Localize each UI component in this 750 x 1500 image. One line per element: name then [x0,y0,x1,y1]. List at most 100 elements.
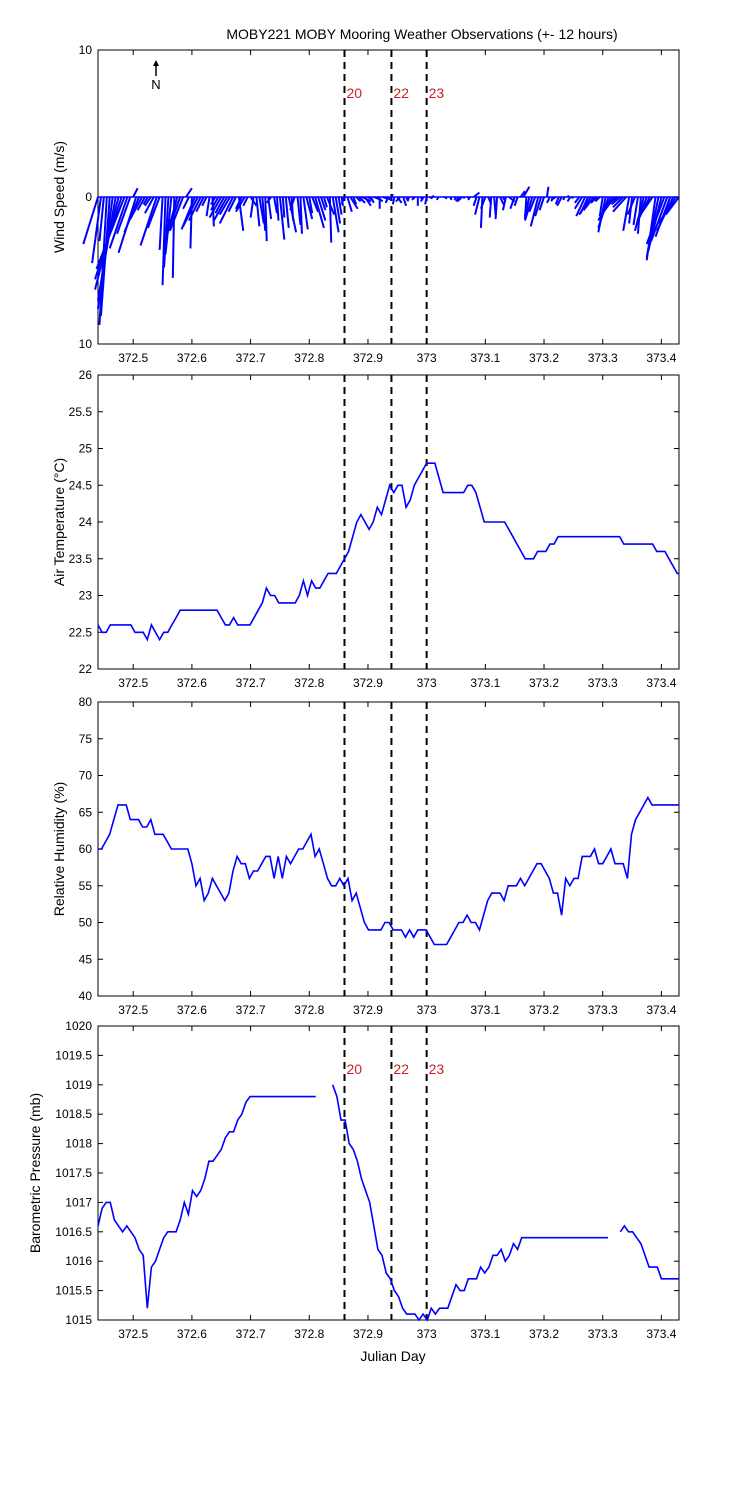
wind-stick [638,196,654,217]
wind-stick [519,190,526,198]
wind-stick [201,196,208,207]
y-tick-label: 75 [79,732,93,746]
plots-group: 10 0 10 372.5 372.6 372.7 372.8 372.9 373 373.1 37… [27,43,680,1341]
x-axis-label: Julian Day [360,1348,425,1364]
x-tick-label: 373.2 [529,1327,559,1341]
series-line [98,795,679,946]
wind-stick [529,196,540,227]
wind-stick [632,196,639,226]
wind-stick [334,196,342,224]
wind-stick [453,196,457,201]
x-tick-label: 373.3 [588,1003,618,1017]
wind-stick [161,196,167,286]
x-tick-label: 373.1 [470,676,500,690]
wind-stick [275,196,280,221]
wind-stick [513,196,519,207]
wind-stick [265,196,272,204]
wind-stick [255,196,261,227]
y-tick-label: 24 [79,515,93,529]
series-line [97,462,679,642]
wind-stick [501,196,507,211]
wind-stick [129,196,143,220]
y-tick-label: 70 [79,769,93,783]
x-tick-label: 372.7 [236,676,266,690]
x-tick-label: 372.9 [353,1003,383,1017]
y-tick-label: 1019 [65,1078,92,1092]
x-tick-label: 372.5 [118,676,148,690]
wind-stick [472,196,478,207]
wind-stick [218,196,234,224]
wind-stick [82,196,99,245]
wind-stick [628,196,634,224]
wind-stick [235,196,243,210]
wind-stick [626,196,636,216]
y-axis-label: Barometric Pressure (mb) [27,1093,43,1253]
wind-stick [308,196,314,214]
wind-stick [299,196,303,234]
wind-stick [522,186,531,198]
wind-stick [650,196,669,242]
x-tick-label: 372.9 [353,351,383,365]
wind-stick [443,196,448,200]
wind-stick [502,196,506,201]
wind-stick [538,196,545,211]
wind-stick [139,196,158,246]
wind-stick [622,196,631,231]
wind-stick [210,196,220,211]
x-tick-label: 372.6 [177,676,207,690]
wind-stick [235,196,246,213]
y-tick-label: 1015 [65,1313,92,1327]
wind-stick [144,196,152,207]
wind-stick [337,196,343,215]
y-tick-label: 45 [79,952,93,966]
wind-stick [164,196,182,239]
y-tick-label: 26 [79,368,93,382]
y-tick-label: 60 [79,842,93,856]
y-tick-label: 25.5 [69,405,93,419]
wind-stick [182,196,190,210]
wind-stick [205,196,211,217]
x-tick-label: 373.4 [646,676,676,690]
y-tick-label: 50 [79,916,93,930]
wind-stick [314,196,325,229]
wind-stick [474,196,481,215]
wind-stick [364,196,372,207]
wind-stick [188,196,202,221]
wind-stick [328,196,333,243]
wind-stick [355,196,362,203]
wind-stick [98,196,105,242]
wind-stick [523,196,531,217]
wind-stick [594,196,601,203]
wind-stick [284,196,290,228]
wind-stick [545,186,550,198]
wind-stick [419,196,425,202]
wind-stick [384,196,390,204]
y-tick-label: 10 [79,337,93,351]
wind-stick [390,193,394,198]
wind-stick [346,196,353,212]
wind-stick [185,187,193,198]
wind-stick [479,196,487,210]
plot-frame [97,374,680,670]
wind-stick [556,196,563,207]
wind-stick [296,196,302,226]
x-tick-label: 372.9 [353,1327,383,1341]
x-tick-label: 372.6 [177,1003,207,1017]
wind-stick [479,196,484,228]
wind-stick [311,196,320,213]
x-tick-label: 372.8 [294,1327,324,1341]
wind-stick [289,196,296,211]
y-tick-label: 10 [79,43,93,57]
wind-stick [402,196,408,207]
wind-stick [550,196,557,201]
y-tick-label: 55 [79,879,93,893]
series-line [97,1084,679,1322]
x-tick-label: 372.5 [118,1003,148,1017]
wind-stick [657,196,677,225]
x-tick-label: 373.2 [529,1003,559,1017]
y-axis-label: Air Temperature (°C) [51,458,67,586]
wind-stick [431,194,435,198]
wind-stick [523,196,534,221]
wind-stick [406,196,410,202]
